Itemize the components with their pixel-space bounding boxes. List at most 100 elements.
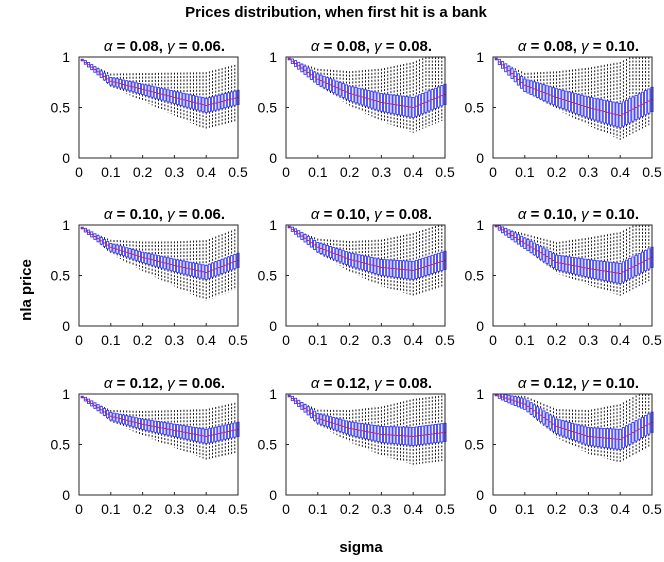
y-axis-label: nla price	[18, 259, 35, 321]
box-27	[370, 407, 374, 452]
box-34	[392, 66, 396, 126]
box-10	[523, 233, 527, 249]
box-41	[414, 398, 418, 465]
box-45	[220, 68, 224, 126]
x-tick-label: 0.5	[435, 332, 455, 348]
box-15	[332, 409, 336, 434]
box-14	[535, 401, 540, 421]
box-23	[357, 70, 361, 111]
box-27	[163, 72, 167, 112]
box-41	[414, 60, 418, 132]
box-19	[137, 73, 141, 100]
box-46	[223, 232, 227, 294]
box-3	[293, 397, 298, 405]
box-15	[125, 410, 129, 429]
box-44	[424, 57, 428, 128]
box-35	[602, 407, 606, 459]
box-7	[513, 231, 517, 243]
box-38	[612, 233, 616, 294]
alpha-symbol: α	[311, 375, 320, 392]
box-37	[195, 72, 199, 126]
box-9	[106, 408, 110, 419]
box-1	[80, 226, 84, 230]
box-12	[115, 73, 119, 90]
x-tick-label: 0.3	[165, 164, 185, 180]
subplot-2: α = 0.08, γ = 0.08. 0 0.1 0.2 0.3 0.4 0.5 0 0.5 1	[258, 38, 455, 180]
box-14	[121, 240, 126, 261]
box-19	[551, 241, 555, 271]
box-32	[179, 241, 183, 290]
box-37	[609, 233, 613, 293]
box-36	[191, 240, 196, 296]
x-tick-label: 0.2	[133, 332, 153, 348]
box-10	[316, 238, 320, 254]
gamma-symbol: γ	[581, 206, 590, 223]
y-tick-label: 1	[476, 49, 484, 65]
box-28	[373, 407, 377, 453]
box-20	[141, 241, 145, 272]
gamma-symbol: γ	[374, 38, 383, 55]
box-41	[621, 60, 625, 139]
box-8	[102, 407, 106, 417]
box-49	[233, 64, 237, 123]
box-22	[561, 409, 565, 441]
box-18	[134, 410, 138, 433]
box-43	[214, 407, 218, 458]
alpha-value: = 0.12,	[526, 375, 581, 392]
box-33	[389, 404, 393, 459]
alpha-symbol: α	[311, 38, 320, 55]
box-38	[612, 63, 616, 137]
box-46	[430, 57, 434, 125]
x-tick-label: 0.5	[642, 332, 662, 348]
box-22	[354, 240, 358, 275]
box-4	[90, 64, 94, 71]
subplot-9: α = 0.12, γ = 0.10. 0 0.1 0.2 0.3 0.4 0.5 0 0.5 1	[465, 375, 662, 517]
box-44	[631, 57, 635, 134]
box-20	[141, 73, 145, 102]
box-3	[293, 60, 298, 67]
gamma-symbol: γ	[581, 38, 590, 55]
box-25	[363, 240, 368, 279]
box-22	[354, 409, 358, 445]
box-9	[313, 408, 317, 422]
box-11	[526, 72, 530, 94]
box-28	[166, 241, 170, 284]
box-31	[176, 72, 180, 117]
box-26	[160, 410, 164, 443]
box-42	[418, 59, 422, 131]
box-11	[319, 68, 323, 88]
box-19	[137, 241, 141, 270]
box-2	[290, 395, 294, 402]
box-29	[376, 239, 380, 285]
box-48	[230, 65, 234, 124]
box-39	[408, 233, 412, 295]
box-4	[90, 400, 94, 407]
box-8	[516, 231, 520, 245]
box-4	[90, 231, 94, 238]
box-37	[195, 240, 199, 297]
x-tick-label: 0.1	[515, 332, 535, 348]
alpha-symbol: α	[104, 38, 113, 55]
x-tick-label: 0.2	[547, 164, 567, 180]
box-21	[144, 410, 148, 437]
box-34	[185, 409, 189, 453]
box-17	[338, 240, 342, 267]
box-24	[567, 69, 571, 116]
box-34	[392, 403, 396, 460]
alpha-value: = 0.10,	[319, 206, 374, 223]
box-43	[421, 397, 425, 464]
box-2	[290, 226, 294, 232]
box-46	[430, 227, 434, 290]
box-45	[427, 57, 431, 127]
box-45	[634, 225, 638, 288]
x-tick-label: 0.4	[196, 332, 216, 348]
box-7	[513, 68, 517, 83]
box-33	[182, 241, 186, 291]
box-1	[287, 57, 291, 61]
box-35	[395, 65, 399, 127]
box-28	[166, 410, 170, 446]
box-11	[112, 239, 116, 256]
subplot-7: α = 0.12, γ = 0.06. 0 0.1 0.2 0.3 0.4 0.5 0 0.5 1	[51, 375, 248, 517]
box-33	[182, 72, 186, 120]
